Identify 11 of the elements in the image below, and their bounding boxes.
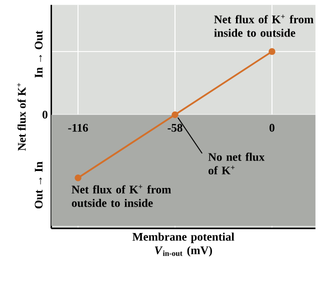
text: 0 [42, 110, 48, 118]
annotation: Net flux of K$^{+}$ from inside to outside [214, 14, 314, 37]
annotation: No net flux of K$^{+}$ [208, 152, 265, 174]
text: In → Out [34, 30, 43, 78]
y-axis-title: Net flux of K$^{+}$ [17, 82, 26, 151]
x-axis-title: Membrane potential V$_{in-out}$ (mV) [132, 232, 234, 256]
x-tick-label: 0 [270, 124, 274, 132]
annotation: Net flux of K$^{+}$ from outside to inside [72, 184, 172, 207]
text: Out → In [34, 161, 43, 208]
x-tick-label: -116 [68, 124, 88, 132]
x-tick-label: -58 [168, 124, 182, 132]
